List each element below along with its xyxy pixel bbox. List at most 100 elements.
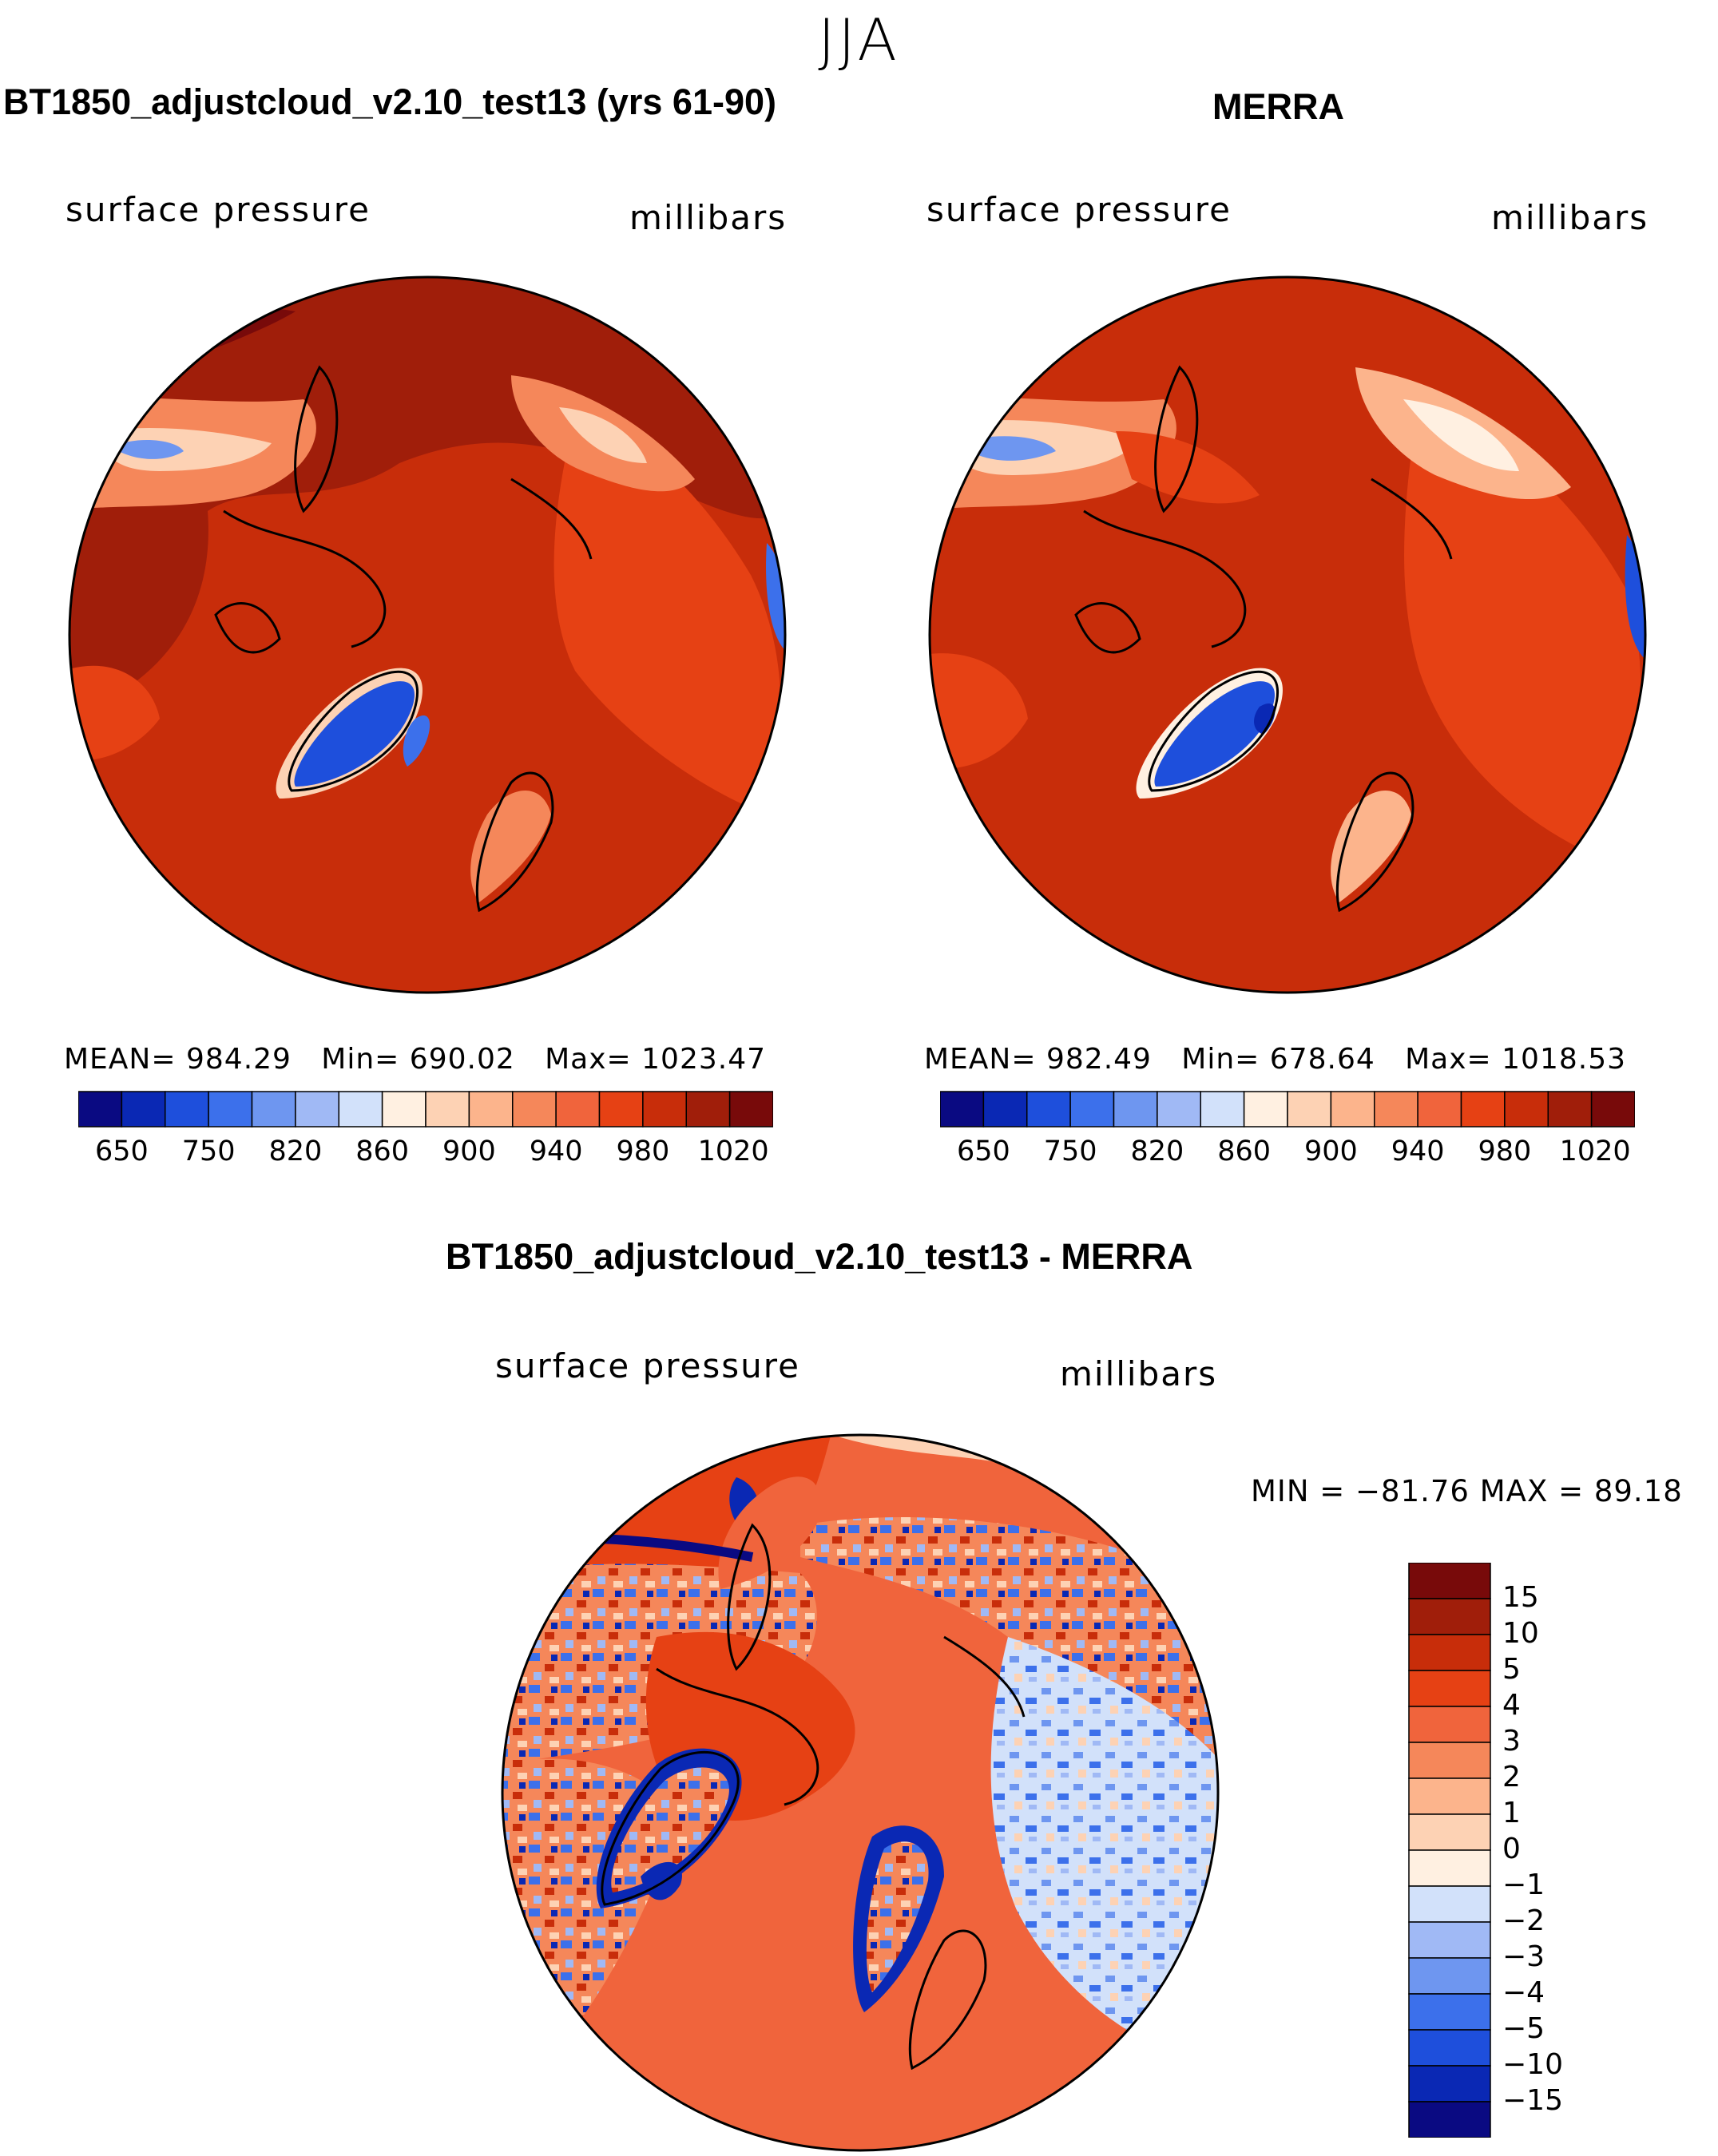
colorbar-swatch	[1408, 1778, 1491, 1815]
diff-title: BT1850_adjustcloud_v2.10_test13 - MERRA	[446, 1236, 1193, 1277]
colorbar-merra: 650 750 820 860 900 940 980 1020	[940, 1091, 1635, 1167]
colorbar-tick-label: 900	[442, 1135, 496, 1167]
colorbar-tick-label: 750	[1043, 1135, 1097, 1167]
colorbar-difference-swatches	[1408, 1563, 1491, 2138]
colorbar-swatch	[381, 1091, 427, 1128]
colorbar-tick-label: 1	[1502, 1797, 1521, 1829]
colorbar-tick-label: 860	[355, 1135, 410, 1167]
colorbar-swatch	[1408, 1813, 1491, 1851]
diff-variable: surface pressure	[495, 1346, 800, 1385]
mean-label: MEAN=	[924, 1043, 1037, 1076]
min-label: Min=	[321, 1043, 400, 1076]
colorbar-tick-label: −5	[1502, 2012, 1545, 2045]
colorbar-swatch	[1408, 1957, 1491, 1995]
colorbar-tick-label: 0	[1502, 1833, 1521, 1865]
mean-label: MEAN=	[64, 1043, 177, 1076]
colorbar-swatch	[1408, 1706, 1491, 1743]
polar-map-model	[68, 275, 787, 994]
colorbar-merra-swatches	[940, 1091, 1635, 1128]
colorbar-swatch	[1408, 1563, 1491, 1599]
diff-minmax: MIN = −81.76 MAX = 89.18	[1251, 1474, 1683, 1508]
colorbar-swatch	[1200, 1091, 1245, 1128]
colorbar-difference-ticks: 15 10 5 4 3 2 1 0 −1 −2 −3 −4 −5 −10 −15	[1502, 1563, 1614, 2138]
colorbar-swatch	[1408, 1598, 1491, 1635]
max-label: Max=	[545, 1043, 632, 1076]
colorbar-swatch	[1408, 1634, 1491, 1671]
colorbar-swatch	[1408, 1670, 1491, 1707]
colorbar-swatch	[1417, 1091, 1462, 1128]
colorbar-swatch	[295, 1091, 339, 1128]
panel-1-title: BT1850_adjustcloud_v2.10_test13 (yrs 61-…	[3, 81, 777, 122]
colorbar-tick-label: 940	[529, 1135, 583, 1167]
colorbar-swatch	[1069, 1091, 1115, 1128]
colorbar-model: 650 750 820 860 900 940 980 1020	[78, 1091, 773, 1167]
colorbar-tick-label: −15	[1502, 2084, 1563, 2117]
colorbar-swatch	[728, 1091, 773, 1128]
colorbar-tick-label: 2	[1502, 1761, 1521, 1793]
colorbar-tick-label: 650	[94, 1135, 149, 1167]
colorbar-swatch	[1408, 1921, 1491, 1959]
max-value: 1018.53	[1502, 1043, 1627, 1076]
min-value: 690.02	[409, 1043, 515, 1076]
colorbar-swatch	[468, 1091, 514, 1128]
colorbar-tick-label: 1020	[1559, 1135, 1631, 1167]
colorbar-tick-label: −4	[1502, 1976, 1545, 2009]
panel-2-title: MERRA	[1212, 86, 1344, 127]
colorbar-swatch	[1287, 1091, 1332, 1128]
panel-2-variable: surface pressure	[926, 190, 1232, 229]
colorbar-swatch	[1408, 2029, 1491, 2067]
colorbar-swatch	[598, 1091, 644, 1128]
colorbar-swatch	[165, 1091, 209, 1128]
colorbar-swatch	[78, 1091, 123, 1128]
colorbar-tick-label: 940	[1391, 1135, 1445, 1167]
colorbar-swatch	[1460, 1091, 1506, 1128]
colorbar-model-ticks: 650 750 820 860 900 940 980 1020	[78, 1128, 773, 1167]
colorbar-swatch	[1547, 1091, 1593, 1128]
colorbar-swatch	[1157, 1091, 1201, 1128]
colorbar-tick-label: 5	[1502, 1653, 1521, 1686]
panel-1-stats: MEAN= 984.29 Min= 690.02 Max= 1023.47	[64, 1043, 766, 1076]
panel-2-stats: MEAN= 982.49 Min= 678.64 Max= 1018.53	[924, 1043, 1626, 1076]
colorbar-swatch	[1408, 1993, 1491, 2031]
colorbar-tick-label: −3	[1502, 1940, 1545, 1973]
colorbar-swatch	[425, 1091, 470, 1128]
colorbar-swatch	[512, 1091, 557, 1128]
colorbar-swatch	[1408, 2065, 1491, 2102]
colorbar-tick-label: 860	[1217, 1135, 1272, 1167]
colorbar-swatch	[982, 1091, 1028, 1128]
colorbar-tick-label: 980	[616, 1135, 670, 1167]
max-value: 1023.47	[641, 1043, 767, 1076]
mean-value: 984.29	[185, 1043, 292, 1076]
colorbar-swatch	[1026, 1091, 1071, 1128]
colorbar-swatch	[1408, 1849, 1491, 1887]
polar-map-merra	[928, 275, 1647, 994]
max-label: Max=	[1405, 1043, 1492, 1076]
colorbar-tick-label: 750	[181, 1135, 236, 1167]
mean-value: 982.49	[1045, 1043, 1152, 1076]
colorbar-swatch	[1243, 1091, 1288, 1128]
min-value: 678.64	[1269, 1043, 1375, 1076]
polar-map-difference	[501, 1433, 1220, 2152]
colorbar-swatch	[1504, 1091, 1549, 1128]
colorbar-swatch	[338, 1091, 383, 1128]
colorbar-tick-label: 900	[1303, 1135, 1358, 1167]
colorbar-swatch	[1408, 1742, 1491, 1779]
colorbar-swatch	[555, 1091, 601, 1128]
colorbar-swatch	[1330, 1091, 1375, 1128]
panel-1-units: millibars	[629, 198, 788, 237]
colorbar-tick-label: −2	[1502, 1904, 1545, 1937]
colorbar-model-swatches	[78, 1091, 773, 1128]
panel-2-units: millibars	[1491, 198, 1649, 237]
colorbar-swatch	[1408, 2101, 1491, 2138]
colorbar-swatch	[1408, 1885, 1491, 1923]
colorbar-tick-label: −1	[1502, 1869, 1545, 1901]
colorbar-tick-label: 650	[956, 1135, 1010, 1167]
colorbar-tick-label: 10	[1502, 1617, 1539, 1650]
colorbar-swatch	[251, 1091, 296, 1128]
colorbar-swatch	[1374, 1091, 1418, 1128]
colorbar-difference: 15 10 5 4 3 2 1 0 −1 −2 −3 −4 −5 −10 −15	[1408, 1563, 1563, 2138]
colorbar-tick-label: −10	[1502, 2048, 1563, 2081]
colorbar-tick-label: 3	[1502, 1725, 1521, 1758]
colorbar-merra-ticks: 650 750 820 860 900 940 980 1020	[940, 1128, 1635, 1167]
colorbar-tick-label: 15	[1502, 1581, 1539, 1614]
